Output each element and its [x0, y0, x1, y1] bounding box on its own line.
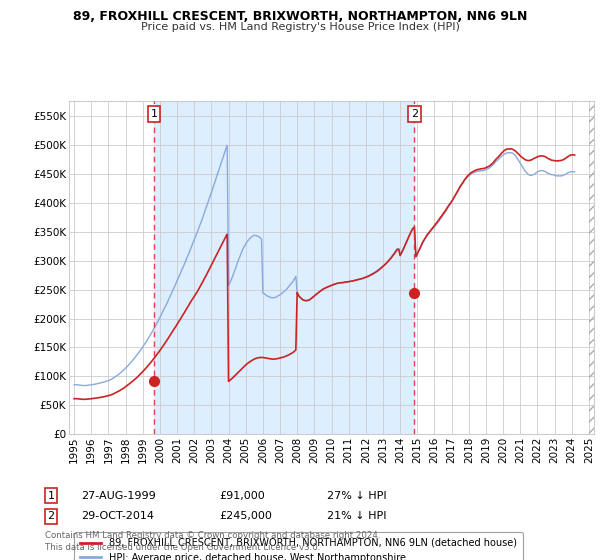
Text: 27-AUG-1999: 27-AUG-1999: [81, 491, 156, 501]
Text: Price paid vs. HM Land Registry's House Price Index (HPI): Price paid vs. HM Land Registry's House …: [140, 22, 460, 32]
Legend: 89, FROXHILL CRESCENT, BRIXWORTH, NORTHAMPTON, NN6 9LN (detached house), HPI: Av: 89, FROXHILL CRESCENT, BRIXWORTH, NORTHA…: [74, 532, 523, 560]
Text: 1: 1: [47, 491, 55, 501]
Bar: [589, 101, 594, 434]
Bar: [589, 101, 594, 434]
Text: 2: 2: [411, 109, 418, 119]
Text: 89, FROXHILL CRESCENT, BRIXWORTH, NORTHAMPTON, NN6 9LN: 89, FROXHILL CRESCENT, BRIXWORTH, NORTHA…: [73, 10, 527, 23]
Text: 2: 2: [47, 511, 55, 521]
Bar: [154, 101, 415, 434]
Text: 27% ↓ HPI: 27% ↓ HPI: [327, 491, 386, 501]
Text: 29-OCT-2014: 29-OCT-2014: [81, 511, 154, 521]
Text: 1: 1: [151, 109, 157, 119]
Text: £245,000: £245,000: [219, 511, 272, 521]
Text: Contains HM Land Registry data © Crown copyright and database right 2024.
This d: Contains HM Land Registry data © Crown c…: [45, 531, 380, 552]
Text: 21% ↓ HPI: 21% ↓ HPI: [327, 511, 386, 521]
Text: £91,000: £91,000: [219, 491, 265, 501]
